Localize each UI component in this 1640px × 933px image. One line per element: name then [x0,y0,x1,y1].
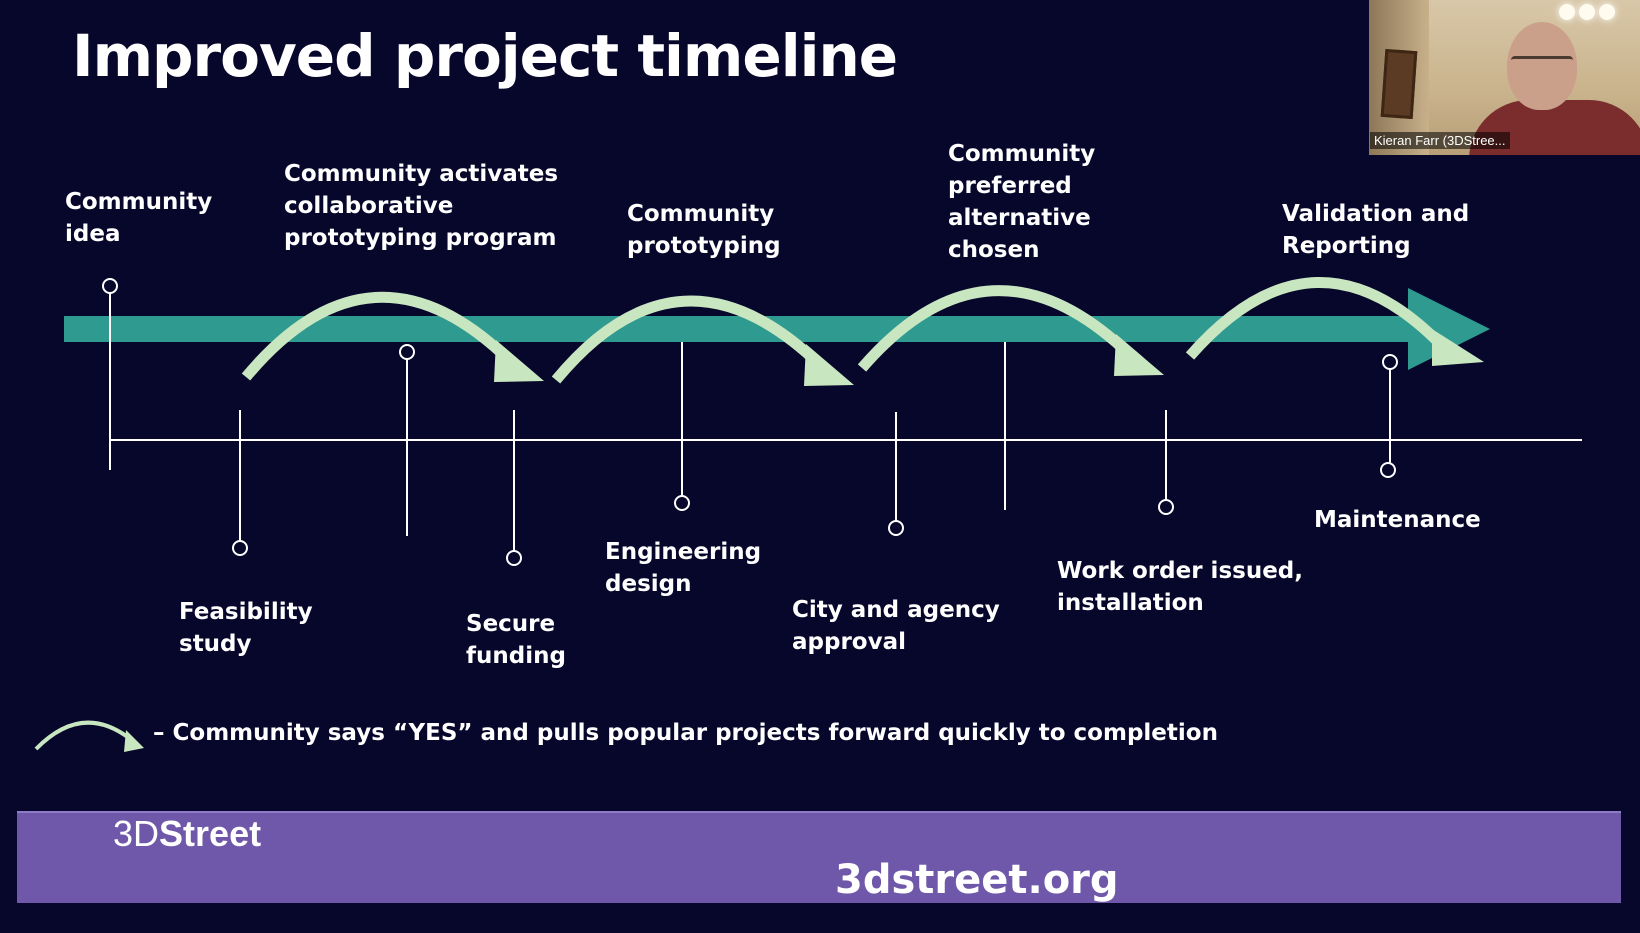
label-collab-program: Community activates collaborative protot… [284,161,559,251]
label-community-prototyping: Community prototyping [627,201,781,259]
label-engineering-design: Engineering design [605,539,762,597]
legend-arrow-icon [34,720,136,751]
jump-arrowhead-4 [1432,329,1484,366]
label-community-idea: Community idea [65,189,213,247]
marker-validation [1382,354,1398,370]
participant-name-label: Kieran Farr (3DStree... [1370,132,1510,149]
slide-title: Improved project timeline [72,22,898,90]
marker-feasibility [232,540,248,556]
video-wall-frame [1380,48,1418,120]
logo-text-light: 3D [113,813,160,854]
label-city-approval: City and agency approval [792,597,1000,655]
label-maintenance: Maintenance [1314,507,1481,533]
brand-logo: 3DStreet [113,813,261,855]
marker-community-idea [102,278,118,294]
video-participant-glasses [1511,56,1573,69]
video-ceiling-lamp [1559,4,1629,22]
logo-text-bold: Street [159,813,262,854]
label-preferred-alternative: Community preferred alternative chosen [948,141,1096,263]
legend-arrowhead [124,730,144,752]
marker-work-order [1158,499,1174,515]
label-validation: Validation and Reporting [1282,201,1470,259]
jump-arrowhead-1 [494,340,544,382]
participant-video-tile[interactable]: Kieran Farr (3DStree... [1369,0,1640,155]
footer-banner: 3DStreet 3dstreet.org [17,811,1621,903]
label-feasibility: Feasibility study [179,599,313,657]
marker-city-approval [888,520,904,536]
video-participant-head [1507,22,1577,110]
jump-arrow-1 [241,291,514,381]
timeline-arrow-head [1408,288,1490,370]
jump-arrow-4 [1185,277,1451,360]
marker-secure-funding [506,550,522,566]
label-work-order: Work order issued, installation [1057,558,1303,616]
marker-engineering [674,495,690,511]
website-url: 3dstreet.org [835,857,1119,903]
marker-maintenance [1380,462,1396,478]
jump-arrow-2 [551,295,824,384]
marker-collab-program [399,344,415,360]
jump-arrowhead-3 [1114,334,1164,376]
jump-arrow-3 [857,285,1134,372]
legend-text: – Community says “YES” and pulls popular… [153,720,1218,746]
jump-arrowhead-2 [804,344,854,386]
label-secure-funding: Secure funding [466,611,566,669]
